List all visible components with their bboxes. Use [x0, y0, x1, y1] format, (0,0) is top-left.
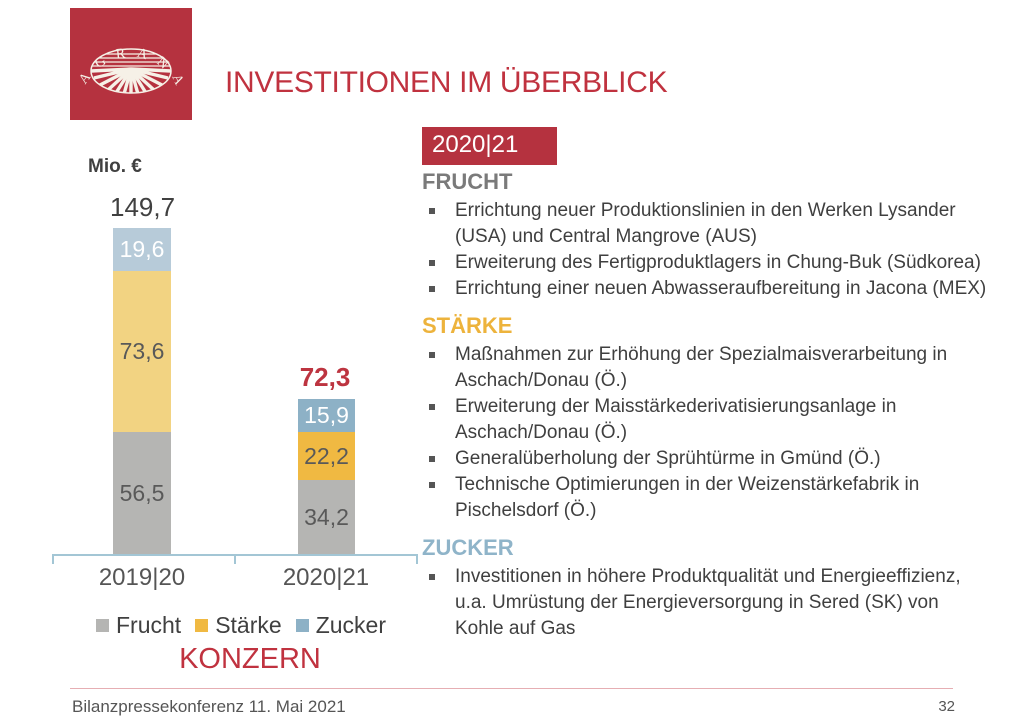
- list-item: Generalüberholung der Sprühtürme in Gmün…: [422, 446, 990, 472]
- agrana-logo: AGRANA: [70, 8, 192, 120]
- bullet-text: Errichtung einer neuen Abwasseraufbereit…: [455, 278, 987, 299]
- list-item: Technische Optimierungen in der Weizenst…: [422, 472, 990, 524]
- legend-label: Stärke: [215, 612, 282, 638]
- list-item: Investitionen in höhere Produktqualität …: [422, 564, 990, 642]
- page-title: INVESTITIONEN IM ÜBERBLICK: [225, 66, 668, 99]
- bullet-square-icon: [429, 482, 435, 488]
- bullet-square-icon: [429, 352, 435, 358]
- section-heading-staerke: STÄRKE: [422, 313, 513, 338]
- frucht-swatch-icon: [96, 619, 109, 632]
- legend-item-staerke: Stärke: [195, 612, 282, 639]
- section-heading-frucht: FRUCHT: [422, 169, 513, 194]
- zucker-bullet-list: Investitionen in höhere Produktqualität …: [422, 564, 990, 642]
- zucker-swatch-icon: [295, 619, 309, 632]
- axis-tick-left: [52, 554, 54, 564]
- axis-tick-middle: [234, 554, 236, 564]
- category-label-2019-20: 2019|20: [98, 564, 186, 591]
- frucht-bullet-list: Errichtung neuer Produktionslinien in de…: [422, 198, 990, 302]
- chart-unit-label: Mio. €: [88, 156, 142, 177]
- bullet-square-icon: [429, 404, 435, 410]
- category-label-2020-21: 2020|21: [282, 564, 370, 591]
- staerke-bullet-list: Maßnahmen zur Erhöhung der Spezialmaisve…: [422, 342, 990, 524]
- section-staerke: STÄRKE Maßnahmen zur Erhöhung der Spezia…: [422, 312, 990, 524]
- segment-value: 34,2: [304, 504, 349, 530]
- bullet-text: Generalüberholung der Sprühtürme in Gmün…: [455, 448, 881, 469]
- list-item: Errichtung einer neuen Abwasseraufbereit…: [422, 276, 990, 302]
- bar-total-2020-21: 72,3: [299, 362, 351, 392]
- bullet-square-icon: [429, 574, 435, 580]
- group-label-konzern: KONZERN: [179, 643, 321, 675]
- legend-label: Frucht: [116, 612, 182, 638]
- bar-total-2019-20: 149,7: [110, 192, 176, 222]
- chart-legend: Frucht Stärke Zucker: [96, 612, 386, 639]
- list-item: Erweiterung des Fertigproduktlagers in C…: [422, 250, 990, 276]
- legend-item-frucht: Frucht: [96, 612, 181, 639]
- bullet-square-icon: [429, 208, 435, 214]
- bullet-text: Technische Optimierungen in der Weizenst…: [455, 474, 920, 521]
- segment-frucht-2019-20: 56,5: [113, 432, 171, 555]
- segment-value: 19,6: [119, 236, 165, 262]
- section-frucht: FRUCHT Errichtung neuer Produktionslinie…: [422, 168, 990, 302]
- bullet-text: Erweiterung der Maisstärkederivatisierun…: [455, 396, 897, 443]
- bullet-square-icon: [429, 286, 435, 292]
- axis-tick-right: [416, 554, 418, 564]
- segment-staerke-2019-20: 73,6: [113, 271, 171, 432]
- list-item: Maßnahmen zur Erhöhung der Spezialmaisve…: [422, 342, 990, 394]
- legend-label: Zucker: [315, 612, 386, 638]
- segment-value: 73,6: [119, 338, 165, 364]
- section-heading-zucker: ZUCKER: [422, 535, 514, 560]
- footer-event-date: Bilanzpressekonferenz 11. Mai 2021: [72, 697, 346, 716]
- section-zucker: ZUCKER Investitionen in höhere Produktqu…: [422, 534, 990, 642]
- bullet-text: Erweiterung des Fertigproduktlagers in C…: [455, 252, 981, 273]
- agrana-logo-emblem: AGRANA: [70, 8, 192, 120]
- segment-value: 56,5: [119, 480, 165, 506]
- bullet-text: Maßnahmen zur Erhöhung der Spezialmaisve…: [455, 344, 948, 391]
- page-number: 32: [938, 698, 955, 715]
- bullet-text: Investitionen in höhere Produktqualität …: [455, 566, 961, 639]
- year-badge: 2020|21: [422, 127, 557, 165]
- segment-value: 22,2: [304, 442, 349, 469]
- segment-zucker-2020-21: 15,9: [298, 399, 355, 432]
- details-panel: FRUCHT Errichtung neuer Produktionslinie…: [422, 168, 990, 652]
- segment-frucht-2020-21: 34,2: [298, 480, 355, 555]
- footer-divider: [70, 688, 953, 689]
- segment-value: 15,9: [304, 402, 349, 428]
- bullet-square-icon: [429, 260, 435, 266]
- list-item: Errichtung neuer Produktionslinien in de…: [422, 198, 990, 250]
- bullet-square-icon: [429, 456, 435, 462]
- segment-staerke-2020-21: 22,2: [298, 432, 355, 480]
- list-item: Erweiterung der Maisstärkederivatisierun…: [422, 394, 990, 446]
- bullet-text: Errichtung neuer Produktionslinien in de…: [455, 200, 956, 247]
- segment-zucker-2019-20: 19,6: [113, 228, 171, 271]
- staerke-swatch-icon: [195, 619, 209, 632]
- legend-item-zucker: Zucker: [295, 612, 386, 639]
